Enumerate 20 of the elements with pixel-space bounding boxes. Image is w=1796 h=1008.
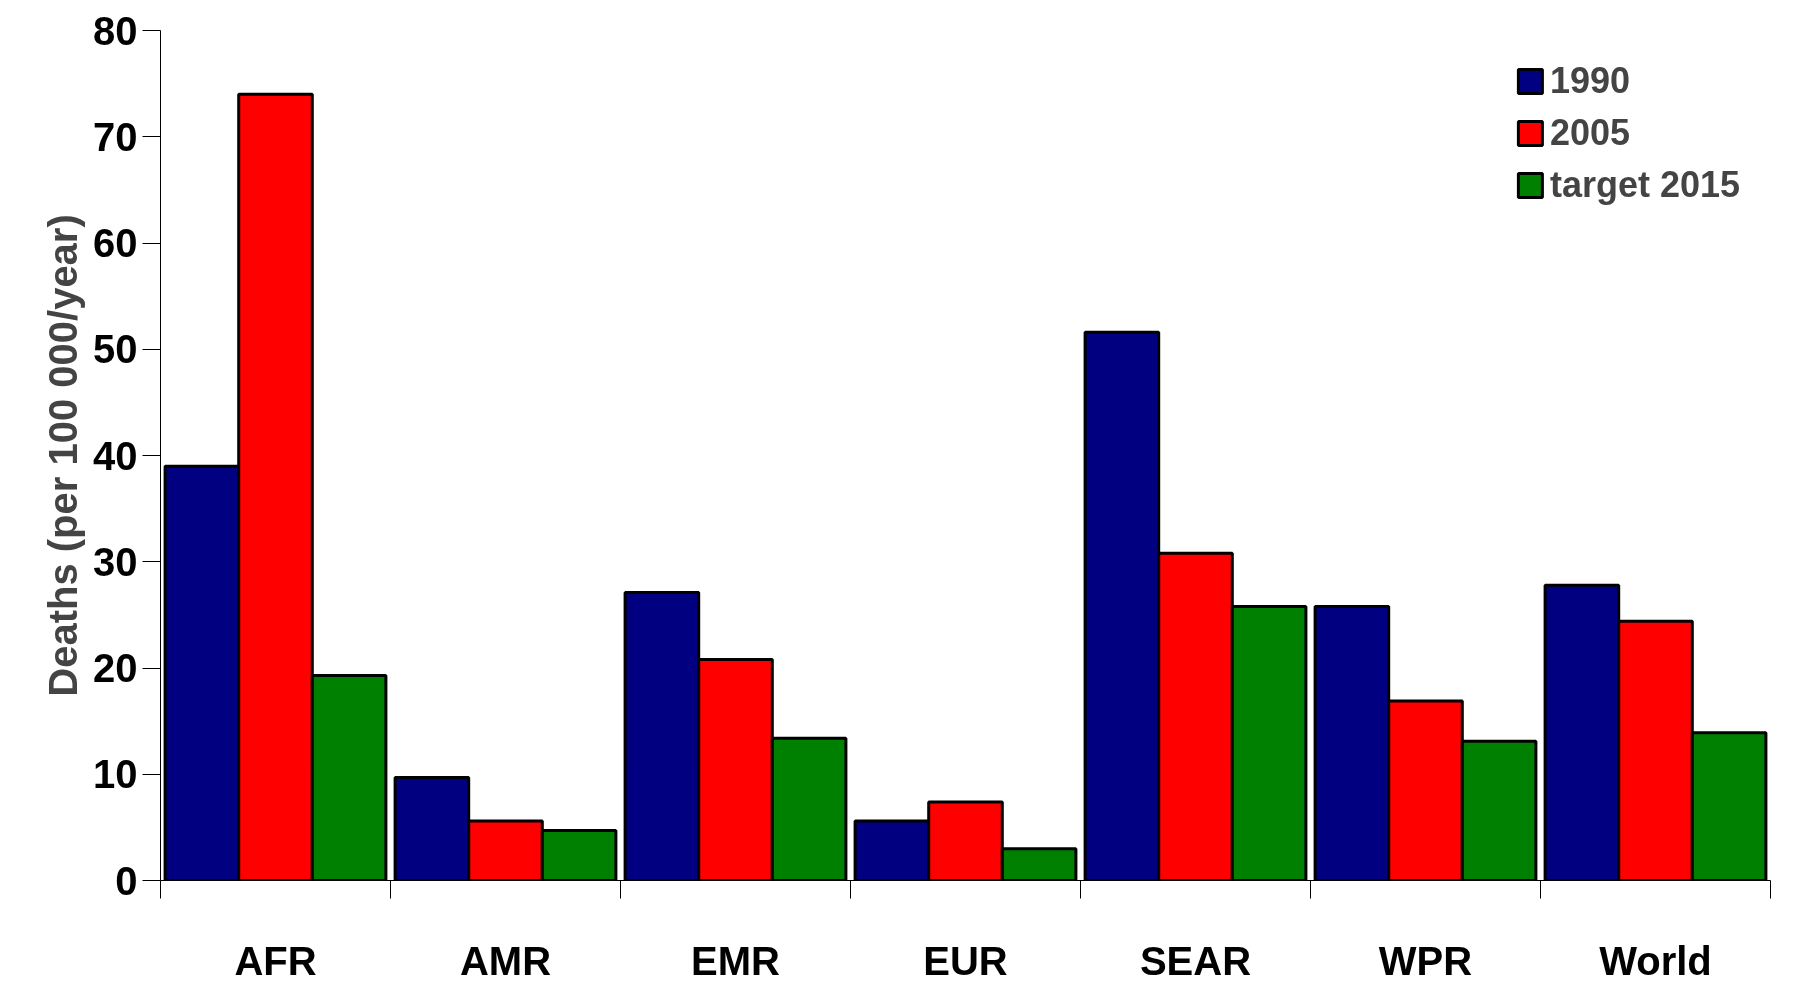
y-tick-label: 0 [115,858,138,903]
y-tick-label: 20 [93,646,138,690]
x-tick-label: EUR [923,938,1008,983]
x-tick-label: EMR [691,938,781,983]
y-tick-label: 10 [93,752,138,797]
legend-label: target 2015 [1549,164,1740,206]
legend-label: 1990 [1549,60,1630,102]
x-tick-label: World [1599,938,1712,983]
y-axis-title: Deaths (per 100 000/year) [41,214,86,697]
y-tick-label: 80 [93,8,138,53]
y-tick-label: 60 [93,221,138,265]
legend-label: 2005 [1549,112,1630,154]
y-tick-label: 30 [93,539,138,584]
x-tick-label: SEAR [1139,938,1252,983]
y-tick-label: 40 [93,433,138,478]
x-tick-label: WPR [1378,938,1473,983]
y-tick-label: 70 [93,114,138,159]
x-tick-label: AMR [459,938,552,983]
y-tick-label: 50 [93,327,138,372]
x-tick-label: AFR [234,938,317,983]
